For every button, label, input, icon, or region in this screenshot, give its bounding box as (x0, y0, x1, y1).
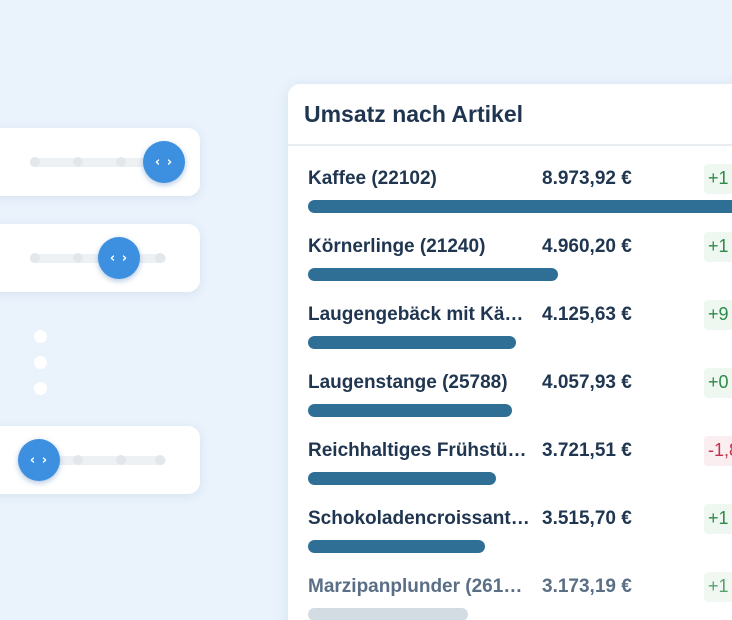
slider-step-dot (30, 253, 40, 263)
slider-step-dot (73, 455, 83, 465)
article-revenue: 3.173,19 € (542, 576, 632, 597)
article-revenue: 4.125,63 € (542, 304, 632, 325)
revenue-bar (308, 540, 485, 553)
revenue-bar (308, 404, 512, 417)
slider-step-dot (30, 157, 40, 167)
slider-step-dot (116, 157, 126, 167)
slider-step-dot (155, 455, 165, 465)
article-name: Schokoladencroissant … (308, 508, 532, 529)
change-badge: +1 (704, 164, 732, 194)
article-revenue: 3.515,70 € (542, 508, 632, 529)
revenue-bar (308, 200, 732, 213)
slider-handle-drag-icon[interactable]: ‹ › (98, 237, 140, 279)
slider-track[interactable] (30, 456, 166, 465)
revenue-bar (308, 608, 468, 620)
card-header: Umsatz nach Artikel (288, 84, 732, 146)
change-badge: +1 (704, 504, 732, 534)
revenue-by-article-card: Umsatz nach Artikel Kaffee (22102) 8.973… (288, 84, 732, 620)
list-item[interactable]: Laugenstange (25788) 4.057,93 € +0 (288, 350, 732, 418)
article-name: Laugenstange (25788) (308, 372, 508, 393)
change-badge: +0 (704, 368, 732, 398)
article-revenue: 3.721,51 € (542, 440, 632, 461)
slider-handle-drag-icon[interactable]: ‹ › (143, 141, 185, 183)
slider-step-dot (73, 157, 83, 167)
slider-step-dot (155, 253, 165, 263)
list-item[interactable]: Körnerlinge (21240) 4.960,20 € +1 (288, 214, 732, 282)
list-item[interactable]: Schokoladencroissant … 3.515,70 € +1 (288, 486, 732, 554)
more-dot-icon (34, 330, 47, 343)
slider-card-1: ‹ › (0, 128, 200, 196)
slider-card-2: ‹ › (0, 224, 200, 292)
article-name: Marzipanplunder (261… (308, 576, 523, 597)
slider-track[interactable] (30, 158, 166, 167)
article-name: Reichhaltiges Frühstü… (308, 440, 527, 461)
slider-step-dot (116, 455, 126, 465)
change-badge: +1 (704, 232, 732, 262)
more-dot-icon (34, 382, 47, 395)
change-badge: +9 (704, 300, 732, 330)
list-item[interactable]: Reichhaltiges Frühstü… 3.721,51 € -1,8 (288, 418, 732, 486)
revenue-bar (308, 268, 558, 281)
list-item[interactable]: Marzipanplunder (261… 3.173,19 € +1 (288, 554, 732, 620)
article-revenue: 4.960,20 € (542, 236, 632, 257)
slider-step-dot (73, 253, 83, 263)
card-title: Umsatz nach Artikel (304, 101, 523, 127)
change-badge: -1,8 (704, 436, 732, 466)
change-badge: +1 (704, 572, 732, 602)
slider-handle-drag-icon[interactable]: ‹ › (18, 439, 60, 481)
more-dot-icon (34, 356, 47, 369)
revenue-bar (308, 472, 496, 485)
slider-card-3: ‹ › (0, 426, 200, 494)
article-name: Laugengebäck mit Käs… (308, 304, 532, 325)
article-revenue: 4.057,93 € (542, 372, 632, 393)
revenue-bar (308, 336, 516, 349)
list-item[interactable]: Kaffee (22102) 8.973,92 € +1 (288, 146, 732, 214)
article-name: Kaffee (22102) (308, 168, 437, 189)
article-revenue: 8.973,92 € (542, 168, 632, 189)
article-name: Körnerlinge (21240) (308, 236, 486, 257)
list-item[interactable]: Laugengebäck mit Käs… 4.125,63 € +9 (288, 282, 732, 350)
